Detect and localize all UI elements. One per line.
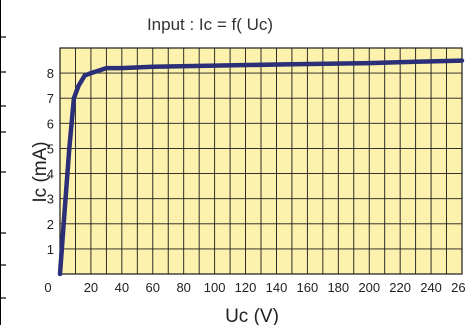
left-edge-marks xyxy=(0,0,6,325)
y-tick-label: 2 xyxy=(47,217,54,232)
data-point xyxy=(367,61,371,65)
x-tick-label: 180 xyxy=(327,280,349,295)
x-tick-label: 120 xyxy=(235,280,257,295)
data-point xyxy=(460,59,464,63)
data-line xyxy=(57,58,465,277)
y-tick-label: 8 xyxy=(47,66,54,81)
y-tick-label: 6 xyxy=(47,116,54,131)
y-tick-label: 5 xyxy=(47,141,54,156)
x-tick-label: 100 xyxy=(204,280,226,295)
x-tick-label: 60 xyxy=(146,280,160,295)
plot-frame xyxy=(59,47,463,275)
x-tick-label: 0 xyxy=(44,280,51,295)
x-axis-title: Uc (V) xyxy=(225,306,279,325)
data-point xyxy=(77,84,81,88)
data-point xyxy=(290,62,294,66)
data-point xyxy=(414,60,418,64)
x-tick-label: 20 xyxy=(84,280,98,295)
x-tick-label: 160 xyxy=(297,280,319,295)
x-tick-label: 240 xyxy=(420,280,442,295)
data-point xyxy=(72,96,76,100)
data-point xyxy=(97,69,101,73)
data-point xyxy=(89,71,93,75)
data-point xyxy=(67,146,71,150)
x-tick-label: 40 xyxy=(115,280,129,295)
x-tick-labels: 0 20 40 60 80 100 120 140 160 180 200 220 240 260 xyxy=(44,280,466,295)
data-point xyxy=(104,66,108,70)
data-point xyxy=(151,65,155,69)
data-point xyxy=(63,209,67,213)
y-tick-label: 4 xyxy=(47,167,54,182)
chart-title: Input : Ic = f( Uc) xyxy=(147,15,273,34)
data-points xyxy=(58,59,464,276)
y-tick-label: 1 xyxy=(47,242,54,257)
y-axis-title: Ic (mA) xyxy=(30,141,51,202)
x-tick-label: 260 xyxy=(451,280,466,295)
y-tick-label: 7 xyxy=(47,91,54,106)
x-tick-label: 220 xyxy=(389,280,411,295)
y-tick-labels: 1 2 3 4 5 6 7 8 xyxy=(47,66,54,257)
data-point xyxy=(120,66,124,70)
data-point xyxy=(58,272,62,276)
x-tick-label: 80 xyxy=(176,280,190,295)
data-point xyxy=(213,64,217,68)
data-point xyxy=(83,74,87,78)
y-tick-label: 3 xyxy=(47,192,54,207)
x-tick-label: 200 xyxy=(358,280,380,295)
x-tick-label: 140 xyxy=(266,280,288,295)
